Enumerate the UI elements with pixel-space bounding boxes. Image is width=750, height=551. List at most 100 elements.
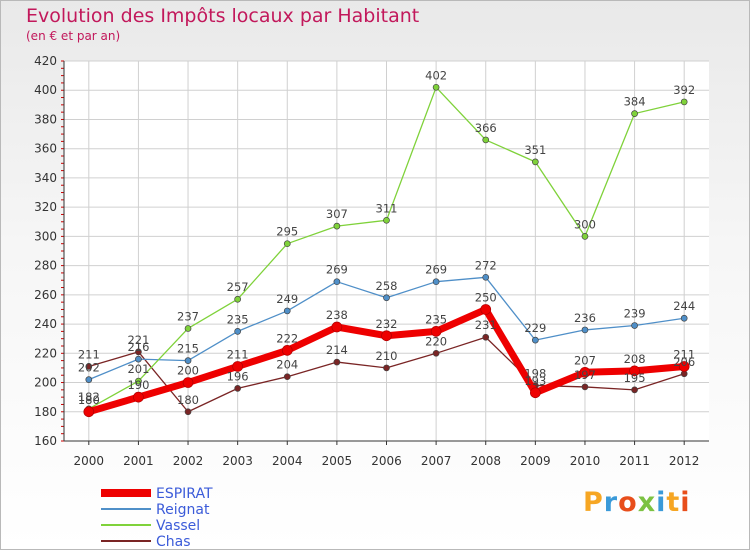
x-tick-label: 2007 — [421, 454, 452, 468]
x-tick-label: 2003 — [222, 454, 253, 468]
data-label: 236 — [574, 311, 596, 325]
y-tick-label: 400 — [34, 83, 57, 97]
x-tick-label: 2001 — [123, 454, 154, 468]
y-tick-label: 240 — [34, 317, 57, 331]
data-label: 211 — [673, 347, 695, 361]
x-tick-label: 2012 — [669, 454, 700, 468]
data-point — [234, 295, 242, 303]
data-label: 232 — [376, 317, 398, 331]
data-label: 235 — [227, 312, 249, 326]
legend-label: ESPIRAT — [156, 486, 213, 502]
y-tick-label: 160 — [34, 434, 57, 448]
data-point — [234, 385, 242, 392]
data-label: 211 — [227, 347, 249, 361]
data-point — [232, 361, 244, 372]
data-label: 196 — [227, 369, 249, 383]
y-tick-label: 180 — [34, 405, 57, 419]
data-point — [581, 326, 589, 334]
data-point — [432, 349, 440, 357]
data-point — [432, 83, 440, 91]
y-tick-label: 200 — [34, 376, 57, 390]
data-label: 351 — [524, 143, 546, 157]
data-point — [680, 314, 688, 322]
data-point — [331, 321, 343, 333]
series-chas — [85, 333, 688, 416]
data-point — [135, 348, 142, 356]
data-point — [480, 304, 492, 315]
data-label: 197 — [574, 368, 596, 382]
x-tick-label: 2005 — [322, 454, 353, 468]
data-point — [631, 386, 638, 394]
data-point — [482, 273, 490, 281]
data-point — [383, 216, 390, 224]
data-label: 300 — [574, 217, 596, 231]
y-tick-label: 260 — [34, 288, 57, 302]
proxiti-logo: Proxiti — [583, 487, 691, 518]
data-label: 231 — [475, 318, 497, 332]
data-label: 202 — [78, 361, 100, 375]
data-point — [531, 158, 539, 166]
data-point — [678, 361, 690, 372]
chart-title: Evolution des Impôts locaux par Habitant — [26, 5, 420, 27]
data-point — [383, 294, 390, 302]
data-point — [381, 330, 392, 342]
x-tick-label: 2011 — [619, 454, 650, 468]
data-label: 180 — [78, 393, 100, 407]
series-reignat — [85, 273, 688, 383]
data-label: 216 — [127, 340, 149, 354]
data-label: 208 — [624, 352, 646, 366]
data-point — [432, 278, 440, 286]
data-point — [184, 408, 192, 416]
data-label: 392 — [673, 83, 695, 97]
y-tick-label: 280 — [34, 259, 57, 273]
data-label: 237 — [177, 309, 199, 323]
data-point — [531, 336, 539, 344]
x-tick-label: 2004 — [272, 454, 303, 468]
data-point — [234, 328, 242, 335]
x-tick-label: 2000 — [74, 454, 105, 468]
data-label: 210 — [376, 349, 398, 363]
y-tick-label: 220 — [34, 346, 57, 360]
data-label: 250 — [475, 290, 497, 304]
x-tick-label: 2006 — [371, 454, 402, 468]
y-tick-label: 300 — [34, 229, 57, 243]
legend-label: Vassel — [156, 518, 200, 534]
x-tick-label: 2009 — [520, 454, 551, 468]
data-point — [333, 358, 341, 366]
data-label: 239 — [624, 307, 646, 321]
data-label: 180 — [177, 393, 199, 407]
data-label: 220 — [425, 334, 447, 348]
y-tick-label: 340 — [34, 171, 57, 185]
data-label: 307 — [326, 207, 348, 221]
data-point — [184, 357, 192, 364]
data-point — [333, 278, 341, 286]
data-point — [281, 345, 293, 356]
data-point — [283, 373, 291, 381]
data-label: 244 — [673, 299, 695, 313]
data-label: 238 — [326, 308, 348, 322]
data-label: 229 — [524, 321, 546, 335]
series-vassel — [85, 83, 688, 413]
data-label: 182 — [78, 390, 100, 404]
data-point — [333, 222, 341, 230]
data-label: 311 — [376, 201, 398, 215]
data-label: 204 — [276, 358, 298, 372]
data-point — [135, 377, 142, 385]
data-point — [283, 307, 291, 315]
data-point — [85, 376, 93, 383]
data-label: 195 — [624, 371, 646, 385]
data-point — [579, 366, 591, 378]
data-label: 269 — [425, 263, 447, 277]
data-label: 258 — [376, 279, 398, 293]
chart-subtitle: (en € et par an) — [26, 29, 121, 43]
data-label: 257 — [227, 280, 249, 294]
series-espirat — [83, 304, 690, 418]
data-label: 201 — [127, 362, 149, 376]
x-tick-label: 2008 — [470, 454, 501, 468]
data-label: 221 — [127, 333, 149, 347]
data-label: 200 — [177, 364, 199, 378]
data-label: 198 — [524, 366, 546, 380]
legend-label: Reignat — [156, 502, 210, 518]
data-label: 206 — [673, 355, 695, 369]
